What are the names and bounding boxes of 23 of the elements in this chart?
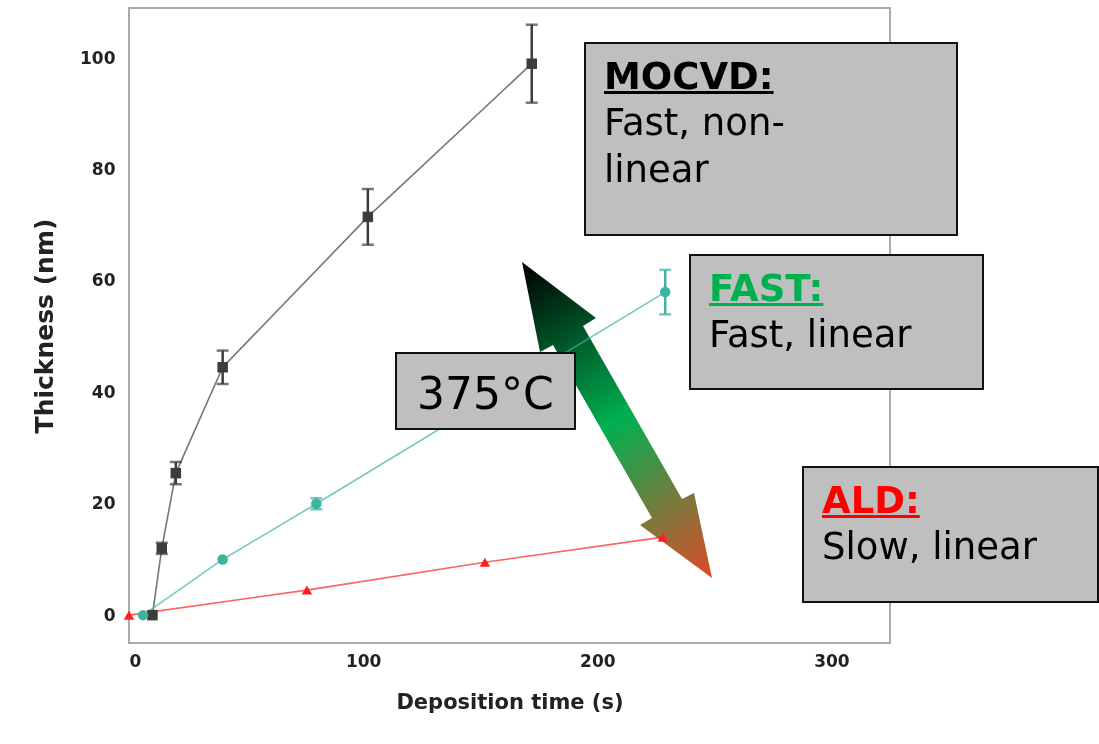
- y-tick-label: 60: [91, 270, 116, 291]
- x-tick-label: 200: [580, 650, 616, 671]
- callout-box: 375°C: [395, 352, 576, 430]
- x-tick-label: 0: [129, 650, 142, 671]
- y-tick-label: 80: [91, 159, 116, 180]
- x-tick-label: 300: [814, 650, 850, 671]
- x-tick-label: 100: [345, 650, 382, 671]
- annotation: ALD:: [822, 478, 921, 524]
- callout-box: FAST: Fast, linear: [689, 254, 984, 390]
- annotation: MOCVD:: [604, 54, 775, 100]
- annotation: Slow, linear: [822, 524, 1038, 571]
- y-tick-label: 0: [103, 604, 116, 625]
- y-tick-label: 100: [80, 47, 116, 68]
- y-axis-title: Thickness (nm): [30, 218, 60, 434]
- annotation: Fast, non-linear: [604, 100, 786, 193]
- annotation: 375°C: [417, 367, 554, 421]
- y-tick-label: 20: [91, 493, 116, 514]
- annotation: Fast, linear: [709, 312, 913, 359]
- callout-box: MOCVD: Fast, non-linear: [584, 42, 958, 236]
- x-axis-title: Deposition time (s): [396, 689, 624, 714]
- annotation: FAST:: [709, 266, 825, 312]
- y-tick-label: 40: [91, 381, 116, 402]
- callout-box: ALD: Slow, linear: [802, 466, 1099, 603]
